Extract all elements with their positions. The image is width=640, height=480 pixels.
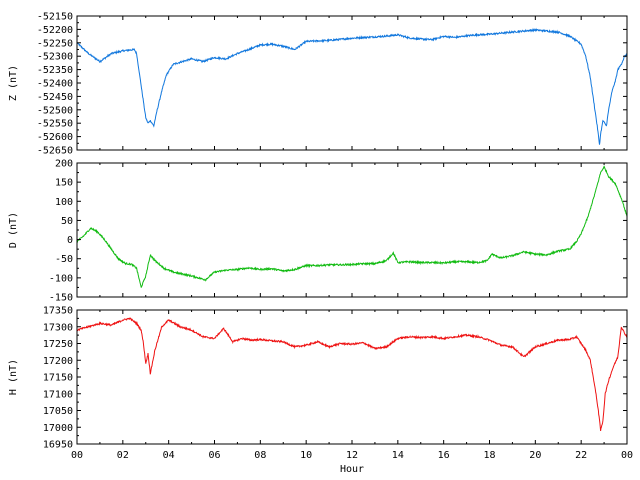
y-axis-label: H (nT) — [8, 359, 19, 395]
panel-1: -52150 -52200 -52250 -52300 -52350 -52400 -524… — [8, 12, 628, 157]
plot-frame — [76, 162, 628, 298]
y-tick-label: 50 — [61, 216, 73, 227]
y-tick-label: 16950 — [43, 440, 73, 451]
y-axis-label: Z (nT) — [8, 65, 19, 101]
x-tick-label: 14 — [392, 450, 404, 461]
panel-3: 17350 17300 17250 17200 17150 17100 17050 17000… — [8, 306, 633, 476]
y-tick-label: -50 — [55, 254, 73, 265]
y-tick-label: -52200 — [37, 25, 73, 36]
y-tick-label: 150 — [55, 178, 73, 189]
x-tick-label: 04 — [163, 450, 175, 461]
y-tick-label: 17300 — [43, 322, 73, 333]
y-tick-label: -52400 — [37, 79, 73, 90]
y-tick-label: 17000 — [43, 423, 73, 434]
x-tick-label: 08 — [254, 450, 266, 461]
panel-2: 200 150 100 50 0 -50 -100 -150 D (nT) — [8, 159, 628, 304]
y-axis-label: D (nT) — [8, 212, 19, 248]
y-tick-label: -52500 — [37, 105, 73, 116]
y-tick-label: -52300 — [37, 52, 73, 63]
y-tick-label: 17350 — [43, 306, 73, 317]
x-tick-label: 16 — [438, 450, 450, 461]
x-tick-label: 00 — [621, 450, 633, 461]
x-tick-label: 12 — [346, 450, 358, 461]
y-tick-label: 17150 — [43, 373, 73, 384]
y-tick-label: -150 — [49, 293, 73, 304]
y-tick-label: -52650 — [37, 146, 73, 157]
x-axis-label: Hour — [340, 464, 364, 475]
x-tick-label: 22 — [575, 450, 587, 461]
plot-frame — [76, 309, 628, 445]
y-tick-label: 0 — [67, 235, 73, 246]
y-tick-label: -52550 — [37, 119, 73, 130]
y-tick-label: 17200 — [43, 356, 73, 367]
x-tick-label: 00 — [71, 450, 83, 461]
y-tick-label: 17100 — [43, 389, 73, 400]
y-tick-label: 100 — [55, 197, 73, 208]
y-tick-label: 200 — [55, 159, 73, 170]
x-tick-label: 10 — [300, 450, 312, 461]
x-tick-label: 06 — [208, 450, 220, 461]
y-tick-label: -52350 — [37, 65, 73, 76]
x-tick-label: 20 — [529, 450, 541, 461]
y-tick-label: -52250 — [37, 38, 73, 49]
series-line-d — [76, 165, 628, 288]
y-tick-label: -100 — [49, 273, 73, 284]
y-tick-label: -52150 — [37, 12, 73, 23]
x-tick-label: 18 — [483, 450, 495, 461]
series-line-h — [76, 317, 628, 431]
series-line-z — [76, 27, 628, 145]
y-tick-label: 17250 — [43, 339, 73, 350]
y-tick-label: 17050 — [43, 406, 73, 417]
plot-frame — [76, 15, 628, 151]
y-tick-label: -52450 — [37, 92, 73, 103]
x-tick-label: 02 — [117, 450, 129, 461]
y-tick-label: -52600 — [37, 132, 73, 143]
